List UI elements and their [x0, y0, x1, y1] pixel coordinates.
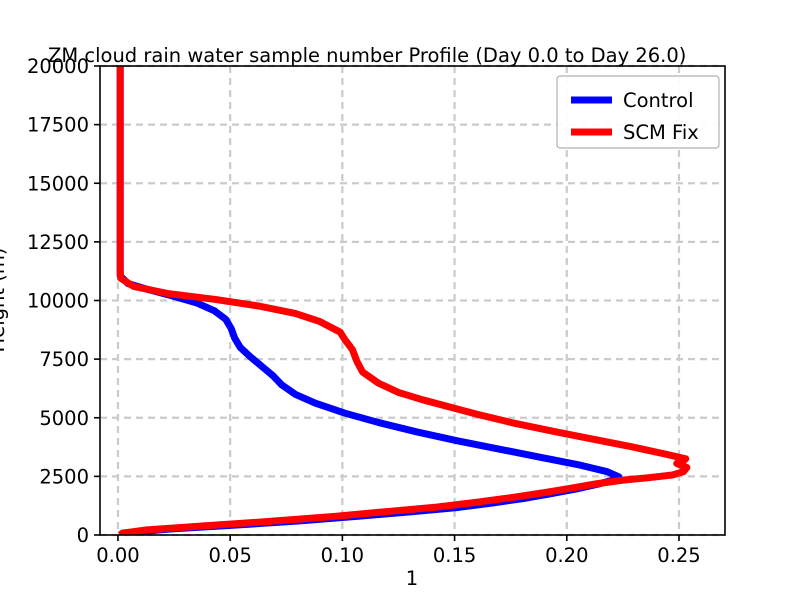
legend-label-scm-fix: SCM Fix: [623, 121, 699, 144]
legend-items: Control SCM Fix: [571, 89, 699, 144]
y-tick-label-0: 0: [77, 524, 89, 547]
tick-marks: [94, 65, 680, 541]
legend-label-control: Control: [623, 89, 694, 112]
chart-legend[interactable]: Control SCM Fix: [556, 75, 720, 149]
y-tick-label-5: 12500: [27, 231, 89, 254]
y-tick-label-8: 20000: [27, 55, 89, 78]
y-tick-label-4: 10000: [27, 290, 89, 313]
y-axis-label: Height (m): [0, 248, 9, 353]
x-tick-label-3: 0.15: [433, 544, 476, 567]
x-axis-label: 1: [406, 567, 418, 590]
x-tick-label-4: 0.20: [545, 544, 588, 567]
x-tick-label-1: 0.05: [208, 544, 251, 567]
y-tick-label-1: 2500: [39, 465, 89, 488]
x-tick-label-2: 0.10: [321, 544, 364, 567]
y-tick-label-6: 15000: [27, 172, 89, 195]
y-tick-label-2: 5000: [39, 407, 89, 430]
y-tick-label-3: 7500: [39, 348, 89, 371]
x-tick-label-5: 0.25: [657, 544, 700, 567]
series-line-scm-fix: [116, 66, 691, 535]
x-tick-label-0: 0.00: [96, 544, 139, 567]
y-tick-label-7: 17500: [27, 114, 89, 137]
chart-title: ZM cloud rain water sample number Profil…: [48, 44, 686, 67]
y-tick-labels: 0 2500 5000 7500 10000 12500 15000 17500 20000: [27, 55, 89, 547]
x-tick-labels: 0.00 0.05 0.10 0.15 0.20 0.25: [96, 544, 700, 567]
data-series-group: [116, 66, 691, 535]
